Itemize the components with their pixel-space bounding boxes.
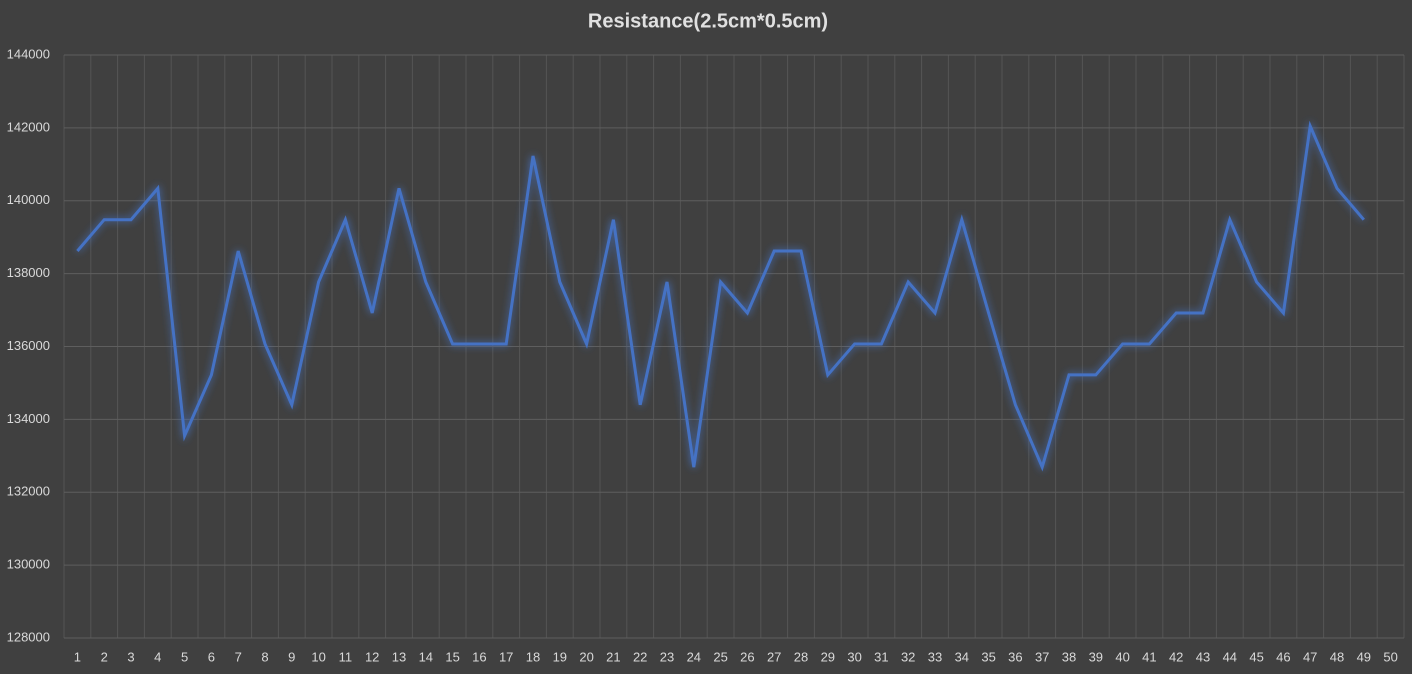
x-tick-label: 5	[181, 649, 188, 664]
x-tick-label: 7	[235, 649, 242, 664]
x-tick-label: 27	[767, 649, 781, 664]
x-tick-label: 25	[713, 649, 727, 664]
x-tick-label: 29	[821, 649, 835, 664]
x-tick-label: 3	[127, 649, 134, 664]
x-tick-label: 2	[101, 649, 108, 664]
y-tick-label: 144000	[7, 46, 50, 61]
x-tick-label: 20	[579, 649, 593, 664]
y-tick-label: 132000	[7, 484, 50, 499]
x-tick-label: 37	[1035, 649, 1049, 664]
x-tick-label: 22	[633, 649, 647, 664]
x-tick-label: 35	[981, 649, 995, 664]
x-tick-label: 9	[288, 649, 295, 664]
x-tick-label: 17	[499, 649, 513, 664]
y-tick-label: 140000	[7, 192, 50, 207]
x-tick-label: 49	[1357, 649, 1371, 664]
x-tick-label: 6	[208, 649, 215, 664]
x-tick-label: 4	[154, 649, 161, 664]
x-tick-label: 47	[1303, 649, 1317, 664]
x-tick-label: 38	[1062, 649, 1076, 664]
x-tick-label: 13	[392, 649, 406, 664]
x-tick-label: 30	[847, 649, 861, 664]
x-tick-label: 34	[955, 649, 969, 664]
x-tick-label: 8	[261, 649, 268, 664]
x-tick-label: 46	[1276, 649, 1290, 664]
y-tick-label: 128000	[7, 629, 50, 644]
x-tick-label: 15	[445, 649, 459, 664]
x-tick-label: 18	[526, 649, 540, 664]
x-tick-label: 43	[1196, 649, 1210, 664]
x-tick-label: 16	[472, 649, 486, 664]
x-tick-label: 32	[901, 649, 915, 664]
x-tick-label: 48	[1330, 649, 1344, 664]
x-tick-label: 19	[553, 649, 567, 664]
x-tick-label: 23	[660, 649, 674, 664]
y-tick-label: 130000	[7, 557, 50, 572]
y-tick-label: 142000	[7, 119, 50, 134]
x-tick-label: 36	[1008, 649, 1022, 664]
x-tick-label: 11	[339, 649, 353, 664]
x-tick-label: 26	[740, 649, 754, 664]
x-tick-label: 24	[687, 649, 701, 664]
x-tick-label: 21	[606, 649, 620, 664]
chart-title: Resistance(2.5cm*0.5cm)	[588, 10, 828, 32]
x-tick-label: 41	[1142, 649, 1156, 664]
x-tick-label: 31	[874, 649, 888, 664]
x-tick-label: 1	[74, 649, 81, 664]
x-tick-label: 28	[794, 649, 808, 664]
x-tick-label: 50	[1383, 649, 1397, 664]
x-tick-label: 14	[419, 649, 433, 664]
x-tick-label: 39	[1089, 649, 1103, 664]
x-tick-label: 10	[311, 649, 325, 664]
x-tick-label: 44	[1223, 649, 1237, 664]
data-line	[76, 120, 1365, 472]
x-tick-label: 33	[928, 649, 942, 664]
x-tick-label: 42	[1169, 649, 1183, 664]
y-tick-label: 134000	[7, 411, 50, 426]
y-tick-label: 136000	[7, 338, 50, 353]
y-tick-label: 138000	[7, 265, 50, 280]
x-tick-label: 40	[1115, 649, 1129, 664]
x-tick-label: 12	[365, 649, 379, 664]
x-tick-label: 45	[1249, 649, 1263, 664]
